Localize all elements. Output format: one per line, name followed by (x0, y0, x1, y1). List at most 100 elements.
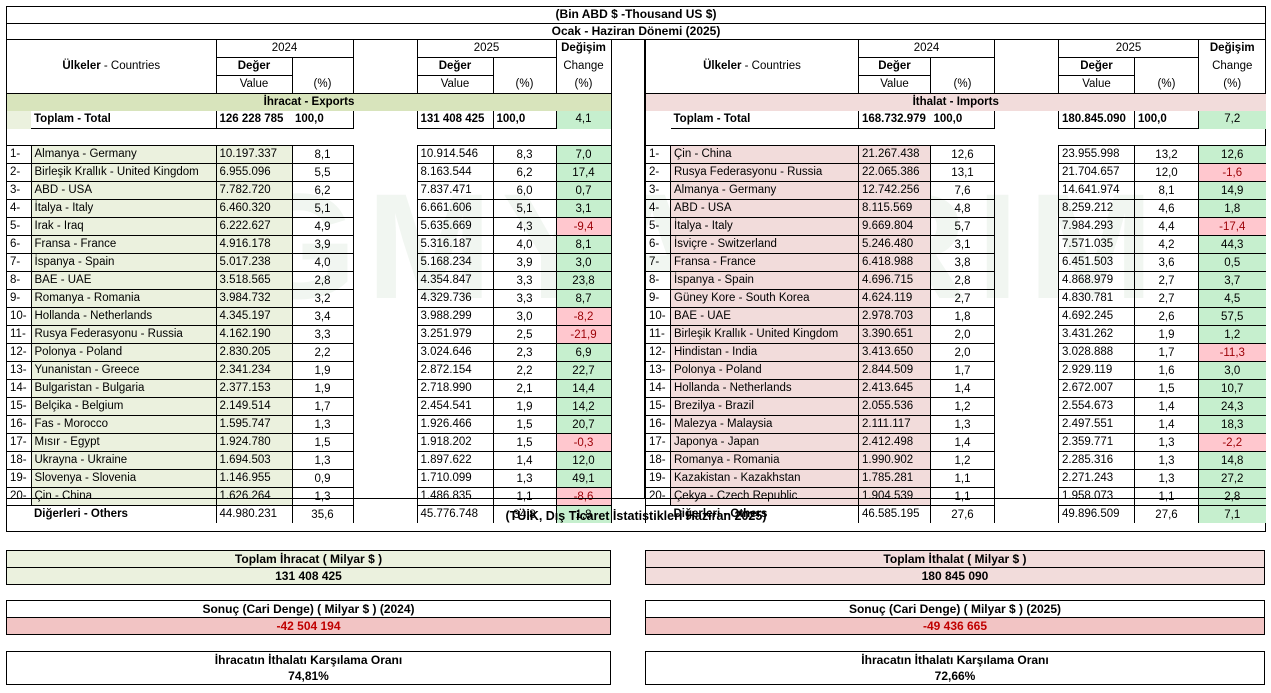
row-pct-2024: 3,2 (291, 289, 354, 308)
row-rank: 20- (645, 487, 671, 506)
total-p2025: 100,0 (492, 111, 557, 129)
row-pct-2024: 3,8 (930, 253, 995, 272)
row-pct-2025: 3,3 (492, 271, 557, 290)
row-value-2025: 3.431.262 (1058, 325, 1135, 344)
row-rank: 12- (645, 343, 671, 362)
row-value-2024: 4.696.715 (858, 271, 931, 290)
row-change: 3,7 (1198, 271, 1266, 290)
row-value-2025: 1.897.622 (416, 451, 493, 470)
row-pct-2024: 1,9 (291, 361, 354, 380)
total-change: 4,1 (556, 111, 612, 129)
row-value-2025: 4.692.245 (1058, 307, 1135, 326)
row-value-2025: 5.635.669 (416, 217, 493, 236)
row-spacer (995, 164, 1059, 182)
row-pct-2025: 1,3 (1134, 433, 1199, 452)
row-spacer (995, 218, 1059, 236)
row-spacer (353, 380, 417, 398)
row-value-2025: 2.929.119 (1058, 361, 1135, 380)
row-value-2024: 2.978.703 (858, 307, 931, 326)
row-pct-2025: 3,0 (492, 307, 557, 326)
row-rank: 8- (7, 271, 31, 290)
row-rank: 9- (7, 289, 31, 308)
row-rank: 1- (7, 145, 31, 164)
row-pct-2025: 3,9 (492, 253, 557, 272)
row-pct-2024: 3,3 (291, 325, 354, 344)
row-value-2025: 5.168.234 (416, 253, 493, 272)
row-pct-2024: 1,3 (291, 415, 354, 434)
row-pct-2024: 1,3 (930, 415, 995, 434)
row-pct-2025: 6,0 (492, 181, 557, 200)
change-pct-label: (%) (556, 75, 612, 94)
row-change: 27,2 (1198, 469, 1266, 488)
row-pct-2025: 1,7 (1134, 343, 1199, 362)
row-rank: 5- (645, 217, 671, 236)
row-rank: 17- (7, 433, 31, 452)
row-pct-2025: 1,5 (1134, 379, 1199, 398)
row-value-2025: 1.710.099 (416, 469, 493, 488)
row-country: Yunanistan - Greece (30, 361, 217, 380)
row-value-2025: 4.830.781 (1058, 289, 1135, 308)
others-v2025: 45.776.748 (416, 505, 493, 523)
row-rank: 6- (645, 235, 671, 254)
row-change: 49,1 (556, 469, 612, 488)
row-pct-2025: 4,0 (492, 235, 557, 254)
row-spacer (353, 218, 417, 236)
row-rank: 15- (645, 397, 671, 416)
total-v2025: 131 408 425 (416, 111, 493, 129)
row-pct-2025: 12,0 (1134, 163, 1199, 182)
others-rank (645, 505, 671, 523)
row-pct-2025: 5,1 (492, 199, 557, 218)
row-pct-2024: 1,4 (930, 433, 995, 452)
row-pct-2024: 3,9 (291, 235, 354, 254)
row-rank: 7- (645, 253, 671, 272)
row-country: Japonya - Japan (670, 433, 859, 452)
table-row: 7- İspanya - Spain 5.017.238 4,0 5.168.234 3,… (7, 253, 612, 272)
row-value-2024: 4.162.190 (216, 325, 292, 344)
row-pct-2024: 2,8 (291, 271, 354, 290)
total-exports-value: 131 408 425 (7, 568, 610, 584)
others-p2025: 27,6 (1134, 505, 1199, 523)
row-value-2025: 8.259.212 (1058, 199, 1135, 218)
row-pct-2025: 3,6 (1134, 253, 1199, 272)
table-row: 4- ABD - USA 8.115.569 4,8 8.259.212 4,6 1,8 (645, 199, 1266, 218)
table-row: 3- ABD - USA 7.782.720 6,2 7.837.471 6,0 0,7 (7, 181, 612, 200)
row-value-2025: 4.868.979 (1058, 271, 1135, 290)
row-country: Kazakistan - Kazakhstan (670, 469, 859, 488)
row-pct-2024: 6,2 (291, 181, 354, 200)
row-spacer (353, 254, 417, 272)
row-value-2025: 1.958.073 (1058, 487, 1135, 506)
row-rank: 18- (645, 451, 671, 470)
others-rank (7, 505, 31, 523)
table-row: 12- Polonya - Poland 2.830.205 2,2 3.024.646… (7, 343, 612, 362)
row-value-2024: 2.149.514 (216, 397, 292, 416)
row-spacer (353, 308, 417, 326)
total-p2025: 100,0 (1134, 111, 1199, 129)
row-change: 1,8 (1198, 199, 1266, 218)
row-value-2025: 2.271.243 (1058, 469, 1135, 488)
row-value-2024: 1.904.539 (858, 487, 931, 506)
deger-label: Değer (417, 57, 493, 76)
row-pct-2025: 8,1 (1134, 181, 1199, 200)
row-spacer (353, 146, 417, 164)
row-country: Irak - Iraq (30, 217, 217, 236)
deger-label: Değer (216, 57, 292, 76)
row-rank: 4- (645, 199, 671, 218)
row-spacer (353, 164, 417, 182)
row-change: 12,6 (1198, 145, 1266, 164)
table-row: 2- Rusya Federasyonu - Russia 22.065.386 13… (645, 163, 1266, 182)
row-pct-2024: 1,3 (291, 451, 354, 470)
row-rank: 3- (7, 181, 31, 200)
row-value-2025: 1.926.466 (416, 415, 493, 434)
row-value-2024: 12.742.256 (858, 181, 931, 200)
row-value-2025: 2.497.551 (1058, 415, 1135, 434)
row-value-2025: 7.984.293 (1058, 217, 1135, 236)
others-label: Diğerleri - Others (31, 505, 217, 523)
total-p2024: 100,0 (930, 111, 995, 129)
table-row: 5- Irak - Iraq 6.222.627 4,9 5.635.669 4,3 -9,… (7, 217, 612, 236)
row-change: 0,7 (556, 181, 612, 200)
row-change: 8,7 (556, 289, 612, 308)
pct-label: (%) (1134, 75, 1199, 94)
row-spacer (995, 254, 1059, 272)
row-value-2024: 9.669.804 (858, 217, 931, 236)
row-pct-2025: 1,9 (492, 397, 557, 416)
